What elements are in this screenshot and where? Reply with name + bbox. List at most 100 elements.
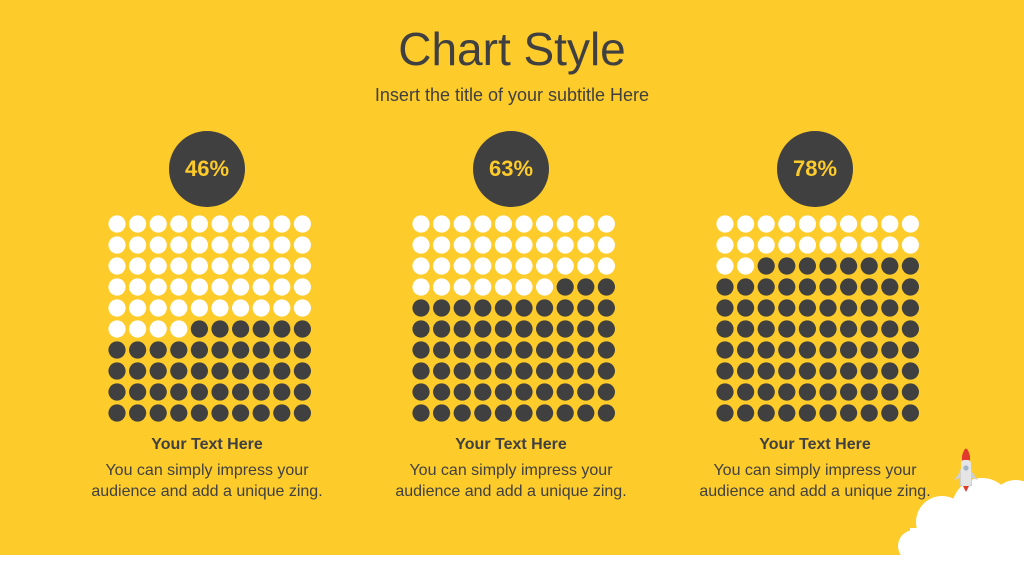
waffle-dot-filled: [556, 299, 574, 317]
waffle-dot-empty: [412, 278, 430, 296]
waffle-dot-filled: [597, 299, 615, 317]
waffle-dot-filled: [232, 362, 250, 380]
waffle-dot-filled: [819, 404, 837, 422]
waffle-dot-filled: [556, 320, 574, 338]
waffle-dot-filled: [536, 299, 554, 317]
waffle-dot-filled: [515, 362, 533, 380]
waffle-dot-filled: [536, 404, 554, 422]
waffle-dot-filled: [901, 320, 919, 338]
waffle-dot-empty: [211, 215, 229, 233]
waffle-dot-empty: [170, 320, 188, 338]
waffle-dot-empty: [860, 236, 878, 254]
waffle-dot-filled: [597, 383, 615, 401]
waffle-dot-filled: [170, 404, 188, 422]
waffle-dot-empty: [273, 299, 291, 317]
waffle-dot-filled: [757, 257, 775, 275]
caption-body: You can simply impress your audience and…: [699, 462, 931, 500]
waffle-dot-filled: [515, 320, 533, 338]
waffle-dot-filled: [474, 383, 492, 401]
waffle-dot-empty: [190, 278, 208, 296]
waffle-dot-filled: [577, 341, 595, 359]
waffle-dot-filled: [412, 299, 430, 317]
waffle-dot-empty: [129, 299, 147, 317]
waffle-dot-empty: [211, 299, 229, 317]
waffle-dot-filled: [819, 341, 837, 359]
waffle-dot-filled: [798, 299, 816, 317]
waffle-dot-empty: [273, 236, 291, 254]
percent-badge: 63%: [473, 131, 549, 207]
rocket-body: [954, 448, 978, 492]
waffle-dot-filled: [453, 341, 471, 359]
waffle-dot-empty: [819, 236, 837, 254]
caption-body: You can simply impress your audience and…: [395, 462, 627, 500]
waffle-dot-empty: [232, 299, 250, 317]
waffle-dot-filled: [577, 362, 595, 380]
waffle-dot-filled: [881, 383, 899, 401]
waffle-dot-filled: [149, 404, 167, 422]
waffle-dot-filled: [129, 404, 147, 422]
waffle-dot-empty: [108, 236, 126, 254]
waffle-dot-empty: [108, 299, 126, 317]
waffle-dot-filled: [860, 299, 878, 317]
waffle-dot-filled: [840, 404, 858, 422]
waffle-dot-empty: [798, 215, 816, 233]
waffle-dot-empty: [273, 215, 291, 233]
waffle-dot-empty: [412, 236, 430, 254]
waffle-dot-empty: [129, 236, 147, 254]
waffle-dot-filled: [577, 404, 595, 422]
waffle-dot-filled: [108, 362, 126, 380]
waffle-dot-filled: [474, 362, 492, 380]
waffle-dot-filled: [433, 362, 451, 380]
waffle-dot-empty: [190, 257, 208, 275]
waffle-dot-filled: [778, 278, 796, 296]
waffle-dot-empty: [515, 257, 533, 275]
waffle-dot-empty: [556, 236, 574, 254]
waffle-dot-filled: [453, 320, 471, 338]
waffle-dot-filled: [798, 362, 816, 380]
waffle-dot-empty: [129, 215, 147, 233]
waffle-dot-filled: [433, 341, 451, 359]
waffle-dot-filled: [757, 299, 775, 317]
waffle-dot-filled: [494, 362, 512, 380]
waffle-dot-filled: [737, 299, 755, 317]
waffle-dot-empty: [597, 215, 615, 233]
waffle-dot-filled: [273, 362, 291, 380]
waffle-dot-filled: [474, 320, 492, 338]
waffle-dot-filled: [232, 383, 250, 401]
waffle-dot-filled: [881, 257, 899, 275]
waffle-dot-empty: [108, 215, 126, 233]
waffle-dot-empty: [757, 236, 775, 254]
waffle-dot-empty: [149, 257, 167, 275]
waffle-dot-empty: [515, 278, 533, 296]
waffle-dot-filled: [433, 320, 451, 338]
waffle-dot-filled: [860, 320, 878, 338]
waffle-dot-filled: [778, 299, 796, 317]
waffle-dot-empty: [273, 257, 291, 275]
waffle-dot-filled: [293, 404, 311, 422]
waffle-dot-filled: [778, 257, 796, 275]
waffle-dot-empty: [433, 257, 451, 275]
waffle-dot-filled: [232, 320, 250, 338]
waffle-dot-filled: [716, 320, 734, 338]
waffle-dot-filled: [293, 383, 311, 401]
waffle-dot-filled: [716, 299, 734, 317]
waffle-dot-filled: [494, 383, 512, 401]
waffle-dot-filled: [556, 383, 574, 401]
waffle-dot-empty: [190, 215, 208, 233]
waffle-dot-filled: [190, 341, 208, 359]
waffle-dot-filled: [149, 362, 167, 380]
waffle-dot-empty: [536, 215, 554, 233]
waffle-dot-empty: [129, 257, 147, 275]
waffle-dot-filled: [273, 404, 291, 422]
waffle-dot-filled: [901, 404, 919, 422]
waffle-dot-empty: [170, 278, 188, 296]
waffle-dot-empty: [232, 215, 250, 233]
waffle-dot-filled: [474, 341, 492, 359]
waffle-dot-filled: [901, 341, 919, 359]
waffle-dot-empty: [515, 215, 533, 233]
waffle-dot-filled: [819, 320, 837, 338]
waffle-dot-filled: [252, 362, 270, 380]
waffle-dot-empty: [433, 278, 451, 296]
waffle-dot-filled: [453, 299, 471, 317]
waffle-dot-filled: [515, 404, 533, 422]
